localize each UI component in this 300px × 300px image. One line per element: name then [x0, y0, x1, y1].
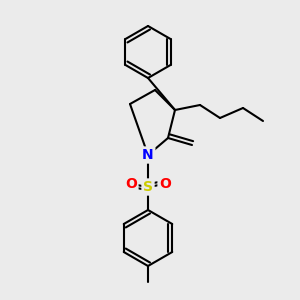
Text: N: N — [142, 148, 154, 162]
Text: O: O — [159, 177, 171, 191]
Text: S: S — [143, 180, 153, 194]
Text: O: O — [125, 177, 137, 191]
